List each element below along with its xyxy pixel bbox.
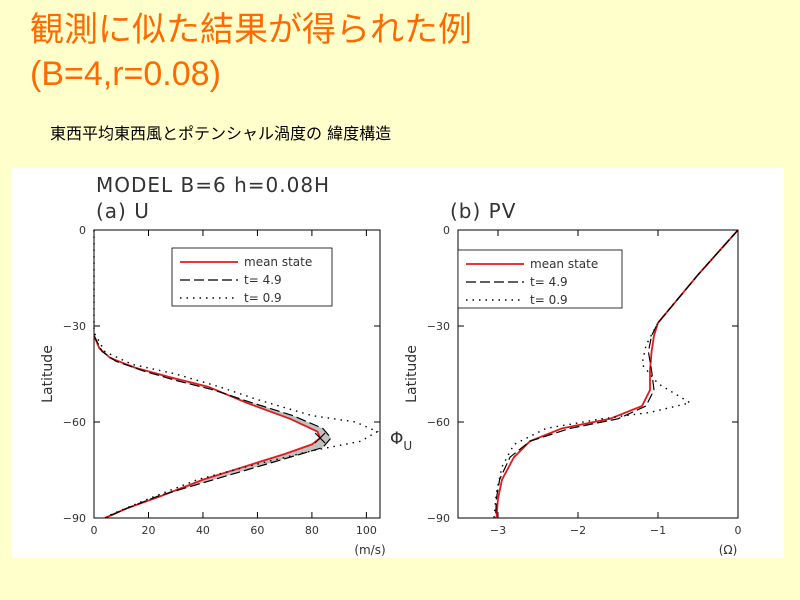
figure-svg: MODEL B=6 h=0.08H (a) U (b) PV ΦU 0 20 40 6… [40, 173, 742, 557]
chart-a-x-marker [314, 432, 326, 444]
chart-a-xtick-label: 100 [356, 524, 377, 537]
title-line-2: (B=4,r=0.08) [30, 55, 221, 93]
chart-a-ylabel: Latitude [40, 345, 56, 403]
chart-a: 0 20 40 60 80 100 0 −30 −60 −90 (m/s) Latitude mean … [40, 224, 386, 557]
chart-a-xtick-label: 40 [196, 524, 210, 537]
chart-a-xtick-label: 0 [91, 524, 98, 537]
side-phi-label: ΦU [390, 429, 412, 453]
chart-a-xtick-label: 60 [250, 524, 264, 537]
chart-a-ytick-label: −60 [63, 416, 86, 429]
chart-b-xtick-label: −1 [650, 524, 666, 537]
chart-a-shaded-band [94, 335, 331, 518]
chart-a-ytick-label: −30 [63, 320, 86, 333]
chart-b-xtick-label: −2 [570, 524, 586, 537]
chart-a-legend-label: mean state [244, 255, 312, 269]
chart-b-series-1 [495, 229, 739, 519]
chart-b-xtick-label: 0 [735, 524, 742, 537]
chart-a-ytick-label: −90 [63, 512, 86, 525]
slide-title: 観測に似た結果が得られた例 (B=4,r=0.08) [30, 8, 472, 96]
chart-b-ytick-label: −90 [427, 512, 450, 525]
chart-a-legend-box [171, 247, 333, 307]
chart-b-ytick-label: 0 [443, 224, 450, 237]
chart-b-legend-label: t= 4.9 [530, 275, 568, 289]
chart-b-ytick-label: −60 [427, 416, 450, 429]
chart-b-title: (b) PV [450, 199, 516, 223]
title-line-1: 観測に似た結果が得られた例 [30, 10, 472, 50]
figure-header: MODEL B=6 h=0.08H [96, 173, 330, 197]
chart-a-title: (a) U [96, 199, 150, 223]
chart-a-legend-label: t= 4.9 [244, 273, 282, 287]
chart-b: −3 −2 −1 0 0 −30 −60 −90 (Ω) Latitude mean state t=… [404, 224, 742, 557]
chart-b-xlabel: (Ω) [719, 543, 738, 557]
chart-a-series-2 [93, 230, 379, 516]
chart-b-legend-label: t= 0.9 [530, 293, 568, 307]
chart-b-ytick-label: −30 [427, 320, 450, 333]
chart-a-frame [93, 229, 381, 519]
chart-a-legend-label: t= 0.9 [244, 291, 282, 305]
chart-a-ytick-label: 0 [79, 224, 86, 237]
chart-b-series-0 [495, 229, 739, 519]
chart-a-series-1 [93, 335, 332, 519]
chart-a-series-0 [93, 335, 322, 519]
slide-subtitle: 東西平均東西風とポテンシャル渦度の 緯度構造 [50, 124, 392, 143]
chart-b-xtick-label: −3 [490, 524, 506, 537]
chart-b-legend-label: mean state [530, 257, 598, 271]
figure-panel: MODEL B=6 h=0.08H (a) U (b) PV ΦU 0 20 40 6… [12, 168, 784, 558]
chart-b-legend-box [457, 249, 623, 309]
chart-a-xlabel: (m/s) [354, 543, 385, 557]
chart-b-ylabel: Latitude [404, 345, 420, 403]
chart-a-xtick-label: 20 [141, 524, 155, 537]
chart-b-frame [457, 229, 739, 519]
chart-a-xtick-label: 80 [305, 524, 319, 537]
